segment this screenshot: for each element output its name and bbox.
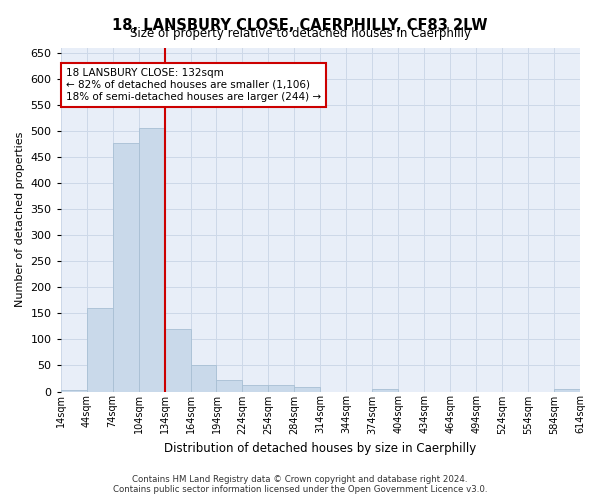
Bar	[268, 386, 295, 392]
Bar	[113, 143, 139, 392]
Text: 18 LANSBURY CLOSE: 132sqm
← 82% of detached houses are smaller (1,106)
18% of se: 18 LANSBURY CLOSE: 132sqm ← 82% of detac…	[66, 68, 321, 102]
Bar	[191, 366, 217, 392]
Bar	[295, 388, 320, 392]
Bar	[86, 308, 113, 392]
Y-axis label: Number of detached properties: Number of detached properties	[15, 132, 25, 307]
Bar	[139, 128, 164, 392]
Bar	[164, 329, 191, 392]
Bar	[242, 386, 268, 392]
Bar	[217, 380, 242, 392]
Bar	[61, 390, 86, 392]
Bar	[554, 389, 580, 392]
Text: 18, LANSBURY CLOSE, CAERPHILLY, CF83 2LW: 18, LANSBURY CLOSE, CAERPHILLY, CF83 2LW	[112, 18, 488, 32]
Text: Contains HM Land Registry data © Crown copyright and database right 2024.
Contai: Contains HM Land Registry data © Crown c…	[113, 474, 487, 494]
X-axis label: Distribution of detached houses by size in Caerphilly: Distribution of detached houses by size …	[164, 442, 476, 455]
Bar	[372, 389, 398, 392]
Text: Size of property relative to detached houses in Caerphilly: Size of property relative to detached ho…	[130, 28, 470, 40]
